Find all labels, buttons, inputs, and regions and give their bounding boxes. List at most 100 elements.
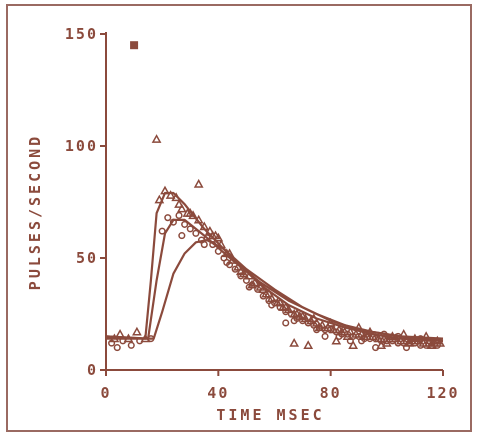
data-point-triangle: [174, 199, 184, 208]
data-point-triangle: [207, 230, 218, 240]
chart-frame: [6, 4, 472, 432]
data-point-circle: [214, 247, 222, 255]
data-point-circle: [268, 301, 276, 309]
data-point-circle: [200, 241, 208, 249]
data-point-circle: [394, 332, 402, 340]
data-point-circle: [209, 241, 217, 249]
data-point-triangle: [185, 208, 196, 217]
fitted-curves: [105, 191, 444, 342]
data-point-triangle: [154, 194, 165, 204]
x-axis-title: TIME MSEC: [216, 406, 324, 424]
y-axis-title: PULSES/SECOND: [26, 134, 44, 290]
data-point-triangle: [193, 178, 204, 188]
data-point-triangle: [193, 214, 204, 224]
data-point-circle: [245, 283, 253, 291]
data-point-circle: [425, 337, 433, 345]
data-point-circle: [299, 317, 307, 325]
y-tick-label: 150: [65, 25, 98, 43]
y-tick-label: 100: [65, 137, 98, 155]
axes: [105, 32, 443, 371]
data-point-circle: [282, 319, 290, 327]
data-point-triangle: [280, 302, 291, 311]
data-point-circle: [136, 337, 144, 345]
data-point-circle: [164, 214, 172, 222]
y-tick-label: 50: [76, 249, 98, 267]
data-point-circle: [402, 344, 411, 352]
data-point-circle: [181, 220, 189, 228]
data-point-triangle: [216, 239, 227, 249]
data-point-circle: [372, 335, 380, 343]
data-point-triangle: [292, 308, 302, 318]
data-point-triangle: [275, 297, 285, 307]
data-point-circle: [372, 344, 380, 352]
data-point-circle: [119, 337, 127, 345]
data-point-circle: [158, 227, 166, 235]
data-point-circle: [411, 339, 419, 347]
data-point-circle: [203, 234, 211, 242]
data-point-circle: [175, 211, 183, 219]
data-point-triangle: [353, 322, 364, 332]
data-point-triangle: [160, 185, 170, 195]
data-point-circle: [282, 308, 290, 316]
data-point-circle: [290, 317, 298, 325]
data-point-triangle: [398, 329, 409, 338]
data-point-circle: [380, 330, 388, 338]
data-point-circle: [335, 332, 343, 340]
data-point-circle: [169, 218, 177, 226]
data-point-triangle: [123, 333, 134, 343]
data-point-circle: [321, 332, 329, 340]
data-point-circle: [327, 326, 335, 334]
x-tick-label: 80: [320, 384, 342, 402]
data-point-circle: [346, 337, 354, 345]
data-point-triangle: [331, 335, 342, 345]
data-point-circle: [313, 326, 321, 334]
data-point-circle: [178, 232, 186, 240]
data-point-circle: [433, 341, 441, 349]
data-point-circle: [259, 292, 267, 300]
data-point-triangle: [224, 248, 235, 258]
data-point-triangle: [258, 284, 269, 293]
data-point-triangle: [132, 326, 142, 336]
data-point-triangle: [171, 192, 182, 202]
x-tick-label: 120: [426, 384, 459, 402]
data-point-circle: [108, 339, 116, 347]
data-point-triangle: [176, 203, 187, 213]
data-point-triangle: [151, 134, 162, 143]
data-point-triangle: [213, 232, 224, 242]
data-point-circle: [223, 258, 231, 267]
data-point-circle: [304, 319, 312, 327]
data-point-triangle: [205, 225, 215, 235]
data-point-triangle: [235, 266, 246, 276]
data-point-circle: [113, 344, 121, 352]
data-point-triangle: [199, 221, 210, 231]
data-point-circle: [416, 335, 425, 343]
data-point-circle: [287, 310, 295, 318]
axis-ticks: 0 50 100 150 0 40 80 120: [65, 25, 459, 402]
data-point-triangle: [308, 313, 319, 323]
data-point-circle: [192, 229, 200, 237]
fitted-curve: [105, 218, 444, 340]
data-point-triangle: [387, 331, 398, 341]
data-point-square: [130, 41, 139, 50]
data-point-circle: [127, 341, 135, 349]
data-point-circle: [254, 285, 262, 293]
data-point-circle: [186, 225, 194, 233]
data-point-circle: [147, 335, 155, 343]
data-point-triangle: [115, 329, 125, 338]
data-point-triangle: [432, 335, 443, 345]
data-points: [108, 41, 446, 352]
data-point-circle: [231, 265, 239, 273]
data-point-circle: [388, 337, 397, 345]
data-point-triangle: [188, 210, 198, 220]
x-tick-label: 40: [207, 384, 229, 402]
data-point-triangle: [376, 340, 387, 349]
y-tick-label: 0: [87, 361, 98, 379]
data-point-circle: [358, 337, 366, 345]
data-point-triangle: [264, 288, 274, 298]
data-point-circle: [343, 330, 352, 338]
data-point-triangle: [303, 340, 314, 349]
data-point-circle: [242, 276, 250, 284]
fitted-curve: [106, 239, 444, 342]
data-point-circle: [237, 272, 245, 280]
data-point-triangle: [348, 340, 359, 349]
